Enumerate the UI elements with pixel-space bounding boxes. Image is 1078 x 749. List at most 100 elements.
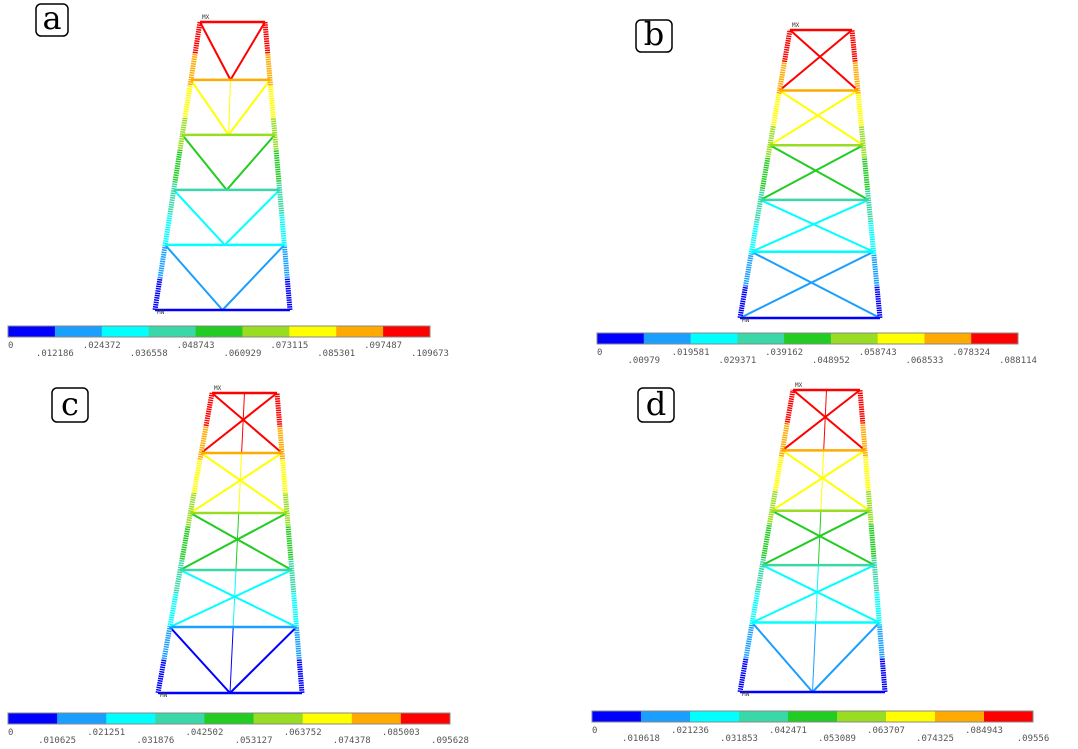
colorbar-segment — [336, 326, 383, 337]
member — [752, 200, 869, 252]
colorbar-label: .048952 — [812, 356, 850, 366]
colorbar-segment — [289, 326, 336, 337]
member — [752, 623, 812, 692]
colorbar-segment — [935, 711, 985, 722]
colorbar-label: .00979 — [628, 356, 661, 366]
member — [233, 570, 236, 627]
leg — [277, 393, 302, 693]
colorbar-segment — [784, 333, 831, 344]
member — [793, 390, 865, 450]
panel-letter: c — [61, 385, 79, 423]
leg — [860, 390, 885, 692]
member — [191, 80, 229, 135]
member — [761, 200, 874, 252]
member — [230, 627, 233, 693]
panel-letter: a — [42, 0, 61, 37]
member — [824, 390, 827, 450]
member — [180, 513, 287, 570]
colorbar-segment — [196, 326, 243, 337]
max-tag: MX — [214, 385, 222, 392]
colorbar-label: .063752 — [284, 728, 322, 738]
member — [772, 511, 875, 565]
member — [236, 513, 239, 570]
colorbar-segment — [788, 711, 838, 722]
colorbar-segment — [831, 333, 878, 344]
leg — [852, 30, 880, 318]
colorbar-label: .024372 — [83, 341, 121, 351]
member — [813, 623, 880, 692]
min-tag: MN — [742, 691, 750, 698]
colorbar-label: .039162 — [765, 348, 803, 358]
colorbar-label: .058743 — [859, 348, 897, 358]
colorbar-segment — [242, 326, 289, 337]
member — [180, 570, 296, 627]
member — [212, 393, 282, 453]
leg — [740, 390, 793, 692]
colorbar-segment — [8, 326, 55, 337]
panel-letter: b — [644, 15, 664, 53]
member — [752, 565, 874, 622]
min-tag: MN — [742, 317, 750, 324]
colorbar-label: .019581 — [672, 348, 710, 358]
colorbar-label: .085301 — [317, 349, 355, 359]
colorbar-label: .060929 — [223, 349, 261, 359]
colorbar-segment — [57, 713, 107, 724]
colorbar-segment — [597, 333, 644, 344]
member — [170, 627, 230, 693]
colorbar-label: 0 — [8, 728, 13, 738]
max-tag: MX — [202, 14, 210, 21]
member — [782, 390, 860, 450]
member — [165, 245, 222, 310]
member — [229, 80, 270, 135]
colorbar-segment — [644, 333, 691, 344]
leg — [155, 22, 200, 310]
colorbar-label: .063707 — [867, 726, 905, 736]
leg — [158, 393, 212, 693]
max-tag: MX — [795, 382, 803, 389]
colorbar-segment — [106, 713, 156, 724]
colorbar-label: 0 — [597, 348, 602, 358]
leg — [740, 30, 790, 318]
colorbar-segment — [8, 713, 58, 724]
member — [740, 252, 874, 318]
member — [174, 190, 225, 245]
member — [170, 570, 292, 627]
colorbar-label: .029371 — [718, 356, 756, 366]
member — [782, 450, 870, 510]
colorbar-label: .084943 — [965, 726, 1003, 736]
member — [813, 623, 816, 692]
panel: b MX MN 0 .00979 .019581 .029371 .039162 .048952… — [597, 15, 1037, 366]
member — [762, 565, 879, 622]
leg — [265, 22, 290, 310]
member — [201, 453, 287, 513]
colorbar-segment — [204, 713, 254, 724]
colorbar-label: .010625 — [38, 736, 76, 746]
member — [752, 252, 881, 318]
max-tag: MX — [792, 22, 800, 29]
colorbar-label: .078324 — [952, 348, 990, 358]
member — [770, 90, 858, 145]
member — [762, 511, 870, 565]
member — [780, 90, 864, 145]
colorbar-label: .021251 — [87, 728, 125, 738]
min-tag: MN — [160, 692, 168, 699]
member — [230, 22, 265, 80]
colorbar-label: .031876 — [136, 736, 174, 746]
colorbar-segment — [971, 333, 1018, 344]
colorbar-segment — [886, 711, 936, 722]
colorbar-label: .048743 — [177, 341, 215, 351]
member — [772, 450, 865, 510]
member — [816, 565, 819, 622]
member — [239, 453, 242, 513]
member — [182, 135, 226, 190]
member — [821, 450, 824, 510]
colorbar-segment — [837, 711, 887, 722]
colorbar-segment — [592, 711, 642, 722]
colorbar-label: .109673 — [411, 349, 449, 359]
colorbar-label: .042471 — [769, 726, 807, 736]
colorbar-segment — [641, 711, 691, 722]
colorbar-label: .095628 — [431, 736, 469, 746]
colorbar-label: .031853 — [720, 734, 758, 744]
colorbar-label: .068533 — [905, 356, 943, 366]
